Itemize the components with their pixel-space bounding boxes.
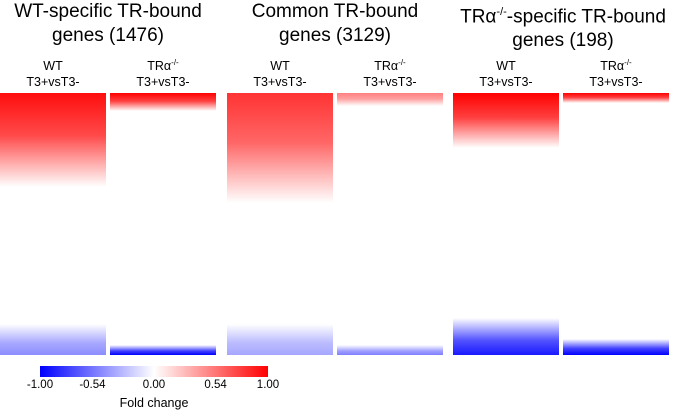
heatmap-panel: TRα-/--specific TR-bound genes (198) WT T3+… <box>453 0 673 360</box>
panel-title: WT-specific TR-bound genes (1476) <box>0 0 216 48</box>
column-label-line2: T3+vsT3- <box>253 75 307 89</box>
column-label-sup: -/- <box>398 57 406 67</box>
colorbar-tick-label: 1.00 <box>256 379 280 391</box>
downregulated-strip <box>110 345 216 355</box>
column-label-text: TRα <box>600 59 625 73</box>
colorbar-tick-label: 0.54 <box>204 379 227 391</box>
panel-title: Common TR-bound genes (3129) <box>227 0 443 48</box>
panel-title-line2: genes (3129) <box>279 25 391 46</box>
column-label: WT T3+vsT3- <box>453 58 559 90</box>
column-label-text: WT <box>270 59 290 73</box>
panel-title-line2: genes (198) <box>512 30 614 52</box>
upregulated-strip <box>0 93 106 187</box>
panel-title-text: WT-specific TR-bound <box>14 1 202 22</box>
column-label-sup: -/- <box>171 57 179 67</box>
upregulated-strip <box>563 93 669 103</box>
column-label-line1: WT <box>0 58 106 74</box>
upregulated-strip <box>227 93 333 203</box>
column-label-text: TRα <box>147 59 172 73</box>
upregulated-strip <box>337 93 443 106</box>
upregulated-strip <box>453 93 559 148</box>
downregulated-strip <box>0 324 106 355</box>
column-label-line2: T3+vsT3- <box>363 75 417 89</box>
column-label: TRα-/- T3+vsT3- <box>337 58 443 90</box>
heatmap-column: WT T3+vsT3- <box>227 58 333 355</box>
column-label-line1: WT <box>227 58 333 74</box>
heatmap-column: WT T3+vsT3- <box>0 58 106 355</box>
column-label-line1: WT <box>453 58 559 74</box>
downregulated-strip <box>227 324 333 355</box>
colorbar-label: Fold change <box>119 396 189 410</box>
panel-title-line2: genes (1476) <box>52 25 164 46</box>
heatmap-column: TRα-/- T3+vsT3- <box>337 58 443 355</box>
downregulated-strip <box>563 339 669 355</box>
column-label-line1: TRα-/- <box>110 58 216 74</box>
colorbar-tick-label: 0.00 <box>142 379 166 391</box>
column-label-line2: T3+vsT3- <box>26 75 80 89</box>
heatmap-column: TRα-/- T3+vsT3- <box>563 58 669 355</box>
panel-title-line1: WT-specific TR-bound <box>0 0 216 24</box>
column-label-text: TRα <box>374 59 399 73</box>
panel-title-rest: -specific TR-bound <box>506 6 666 28</box>
colorbar <box>40 366 268 377</box>
column-label-line2: T3+vsT3- <box>589 75 643 89</box>
column-label-line2: T3+vsT3- <box>136 75 190 89</box>
column-label-sup: -/- <box>624 57 632 67</box>
downregulated-strip <box>453 318 559 355</box>
colorbar-tick-label: -0.54 <box>79 379 106 391</box>
panel-title-text: TRα <box>460 6 497 28</box>
panel-title: TRα-/--specific TR-bound genes (198) <box>453 0 673 53</box>
heatmap-panel: Common TR-bound genes (3129) WT T3+vsT3- TRα… <box>227 0 443 360</box>
column-label: TRα-/- T3+vsT3- <box>110 58 216 90</box>
colorbar-tick-label: -1.00 <box>26 379 54 391</box>
panel-title-text: Common TR-bound <box>251 1 419 22</box>
column-label-text: WT <box>43 59 63 73</box>
downregulated-strip <box>337 345 443 355</box>
column-label-text: WT <box>496 59 516 73</box>
panel-title-line1: Common TR-bound <box>227 0 443 24</box>
column-label-line1: TRα-/- <box>337 58 443 74</box>
column-label: WT T3+vsT3- <box>0 58 106 90</box>
column-label: TRα-/- T3+vsT3- <box>563 58 669 90</box>
column-label-line2: T3+vsT3- <box>479 75 533 89</box>
heatmap-column: WT T3+vsT3- <box>453 58 559 355</box>
heatmap-panel: WT-specific TR-bound genes (1476) WT T3+vsT… <box>0 0 216 360</box>
column-label-line1: TRα-/- <box>563 58 669 74</box>
column-label: WT T3+vsT3- <box>227 58 333 90</box>
upregulated-strip <box>110 93 216 111</box>
heatmap-column: TRα-/- T3+vsT3- <box>110 58 216 355</box>
panel-title-sup: -/- <box>496 6 507 18</box>
panel-title-line1: TRα-/--specific TR-bound <box>453 0 673 29</box>
